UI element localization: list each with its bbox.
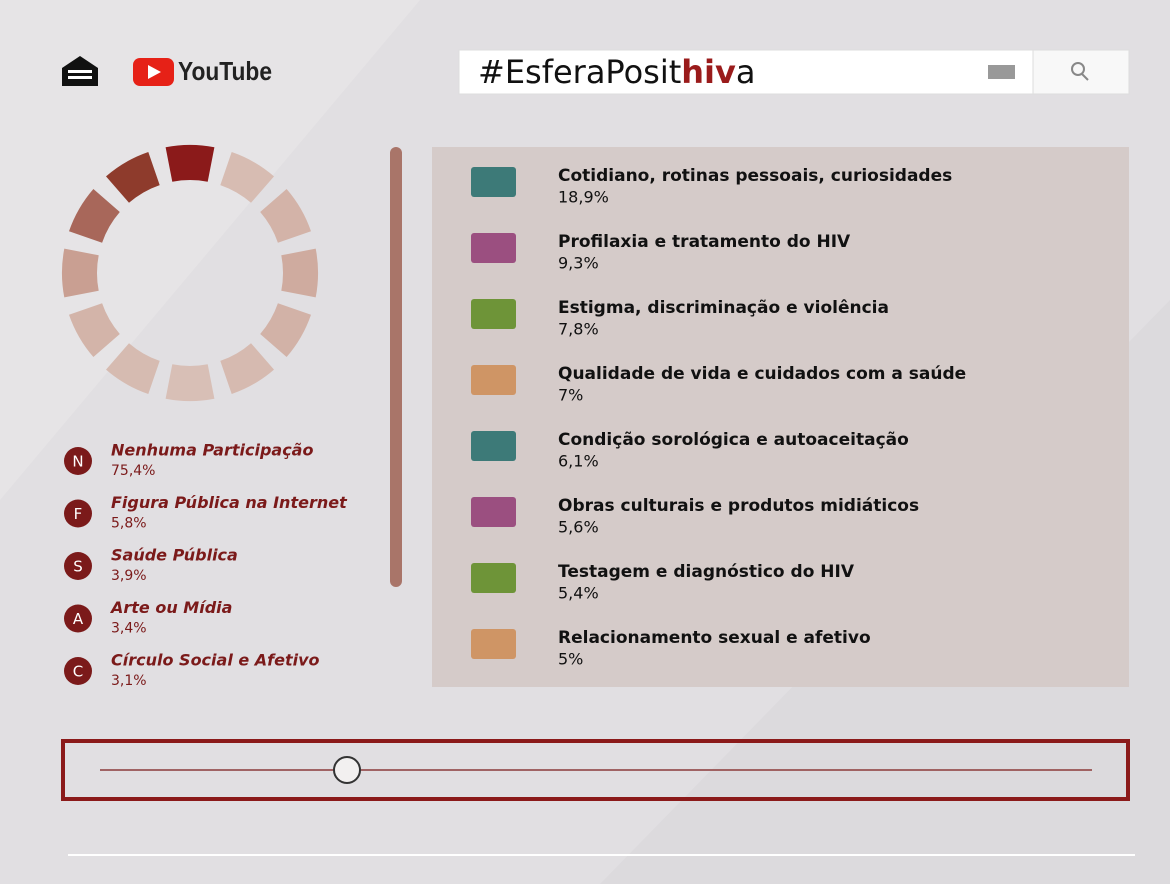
- donut-segment: [260, 303, 311, 357]
- participation-badge: [64, 604, 92, 633]
- topic-swatch: [471, 299, 516, 329]
- topic-swatch: [471, 431, 516, 461]
- participation-badge: [64, 499, 92, 528]
- participation-letter: A: [73, 610, 84, 628]
- participation-label: Círculo Social e Afetivo: [111, 651, 320, 670]
- donut-segment: [281, 248, 319, 298]
- search-text-part: a: [736, 53, 756, 91]
- donut-decoration: [61, 144, 319, 402]
- topic-swatch: [471, 365, 516, 395]
- search-button[interactable]: [1032, 49, 1130, 95]
- participation-badge: [64, 657, 92, 685]
- youtube-logo[interactable]: YouTube: [133, 56, 272, 86]
- topic-label: Cotidiano, rotinas pessoais, curiosidade…: [558, 166, 952, 186]
- search-icon: [1071, 62, 1085, 76]
- topic-swatch: [471, 167, 516, 197]
- scrollbar[interactable]: [390, 147, 402, 587]
- participation-label: Saúde Pública: [111, 546, 238, 565]
- player-bar: [61, 739, 1130, 801]
- participation-letter: F: [74, 505, 83, 523]
- search-bar[interactable]: [458, 49, 1130, 95]
- participation-letter: C: [73, 663, 83, 681]
- participation-value: 5,8%: [111, 516, 147, 532]
- topic-value: 5,4%: [558, 584, 599, 603]
- topic-value: 9,3%: [558, 254, 599, 273]
- donut-segment: [69, 189, 120, 243]
- topic-label: Condição sorológica e autoaceitação: [558, 430, 909, 450]
- topic-label: Testagem e diagnóstico do HIV: [558, 562, 855, 582]
- topic-label: Relacionamento sexual e afetivo: [558, 628, 871, 648]
- participation-value: 3,1%: [111, 673, 147, 689]
- donut-segment: [106, 343, 160, 394]
- donut-segment: [260, 189, 311, 243]
- topic-value: 18,9%: [558, 188, 609, 207]
- topic-label: Estigma, discriminação e violência: [558, 298, 889, 318]
- search-icon: [1081, 73, 1089, 81]
- slider-handle[interactable]: [333, 756, 361, 784]
- logo-text: YouTube: [178, 56, 272, 86]
- participation-value: 75,4%: [111, 463, 155, 479]
- topic-value: 6,1%: [558, 452, 599, 471]
- donut-segment: [220, 152, 274, 203]
- participation-value: 3,4%: [111, 621, 147, 637]
- topic-swatch: [471, 497, 516, 527]
- search-text-highlight: hiv: [681, 53, 736, 91]
- search-text: #EsferaPosithiva: [478, 53, 755, 91]
- topic-swatch: [471, 563, 516, 593]
- topic-value: 5%: [558, 650, 583, 669]
- donut-segment: [106, 152, 160, 203]
- topic-value: 5,6%: [558, 518, 599, 537]
- home-icon[interactable]: [62, 56, 98, 86]
- participation-badge: [64, 447, 92, 475]
- topic-value: 7,8%: [558, 320, 599, 339]
- donut-segment: [69, 303, 120, 357]
- participation-letter: S: [73, 558, 83, 576]
- topic-label: Profilaxia e tratamento do HIV: [558, 232, 851, 252]
- donut-segment: [220, 343, 274, 394]
- donut-segment: [61, 248, 99, 298]
- search-text-part: #EsferaPosit: [478, 53, 681, 91]
- participation-label: Figura Pública na Internet: [111, 493, 348, 512]
- participation-letter: N: [72, 453, 83, 471]
- topic-swatch: [471, 233, 516, 263]
- keyboard-icon[interactable]: [988, 65, 1015, 79]
- participation-label: Arte ou Mídia: [109, 598, 232, 617]
- participation-label: Nenhuma Participação: [111, 441, 313, 460]
- topic-value: 7%: [558, 386, 583, 405]
- participation-value: 3,9%: [111, 568, 147, 584]
- bg-triangle: [0, 0, 420, 500]
- donut-segment: [165, 144, 215, 182]
- topic-swatch: [471, 629, 516, 659]
- topic-label: Qualidade de vida e cuidados com a saúde: [558, 364, 966, 384]
- participation-badge: [64, 552, 92, 580]
- donut-segment: [165, 364, 215, 402]
- topic-label: Obras culturais e produtos midiáticos: [558, 496, 919, 516]
- topics-panel: [432, 147, 1129, 687]
